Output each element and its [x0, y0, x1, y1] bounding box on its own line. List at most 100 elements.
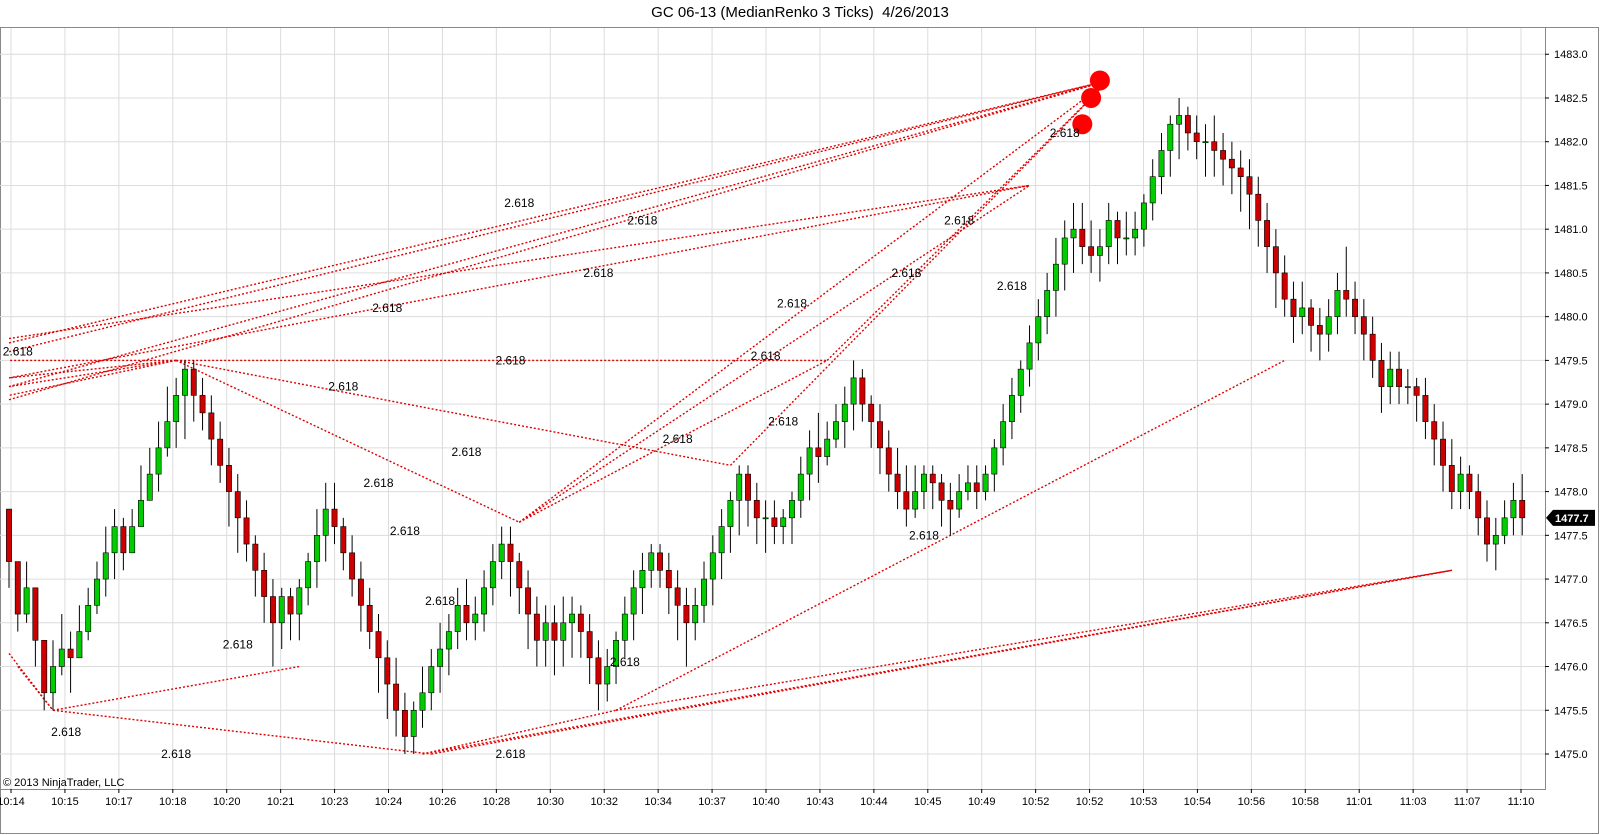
fib-level-label: 2.618	[390, 524, 420, 538]
down-candle	[1281, 272, 1288, 300]
x-tick-label: 10:56	[1238, 796, 1266, 808]
up-candle	[1501, 517, 1508, 536]
up-candle	[1325, 316, 1332, 335]
down-candle	[261, 570, 268, 597]
fib-labels: 2.618 2.618 2.618 2.618 2.618 2.618 2.618 2.618…	[3, 126, 1080, 761]
down-candle	[657, 552, 663, 571]
y-tick-label: 1478.0	[1554, 487, 1588, 499]
up-candle	[542, 622, 549, 641]
up-candle	[780, 517, 787, 527]
x-tick-label: 10:30	[537, 796, 565, 808]
up-candle	[1070, 228, 1077, 239]
up-candle	[481, 587, 488, 615]
y-tick-label: 1480.5	[1554, 268, 1588, 280]
fib-line	[8, 79, 1109, 401]
fib-level-label: 2.618	[223, 638, 253, 652]
down-candle	[595, 657, 602, 685]
fib-line	[422, 709, 617, 755]
down-candle	[938, 482, 945, 501]
fib-level-label: 2.618	[51, 725, 81, 739]
up-candle	[850, 377, 857, 405]
x-tick-label: 10:40	[752, 796, 780, 808]
down-candle	[525, 587, 532, 615]
up-candle	[305, 561, 312, 589]
down-candle	[1264, 220, 1271, 247]
down-candle	[1360, 316, 1367, 335]
up-candle	[138, 500, 144, 527]
down-candle	[815, 447, 822, 457]
y-tick-label: 1482.5	[1554, 93, 1588, 105]
x-tick-label: 10:23	[321, 796, 349, 808]
up-candle	[762, 517, 769, 520]
grid-lines	[0, 28, 1545, 789]
y-tick-label: 1481.5	[1554, 180, 1588, 192]
up-candle	[111, 526, 118, 554]
x-tick-label: 10:49	[968, 796, 996, 808]
up-candle	[604, 666, 611, 685]
up-candle	[437, 648, 444, 667]
fib-line	[52, 709, 432, 755]
up-candle	[833, 421, 839, 440]
down-candle	[1378, 360, 1385, 387]
down-candle	[1369, 333, 1376, 361]
down-candle	[1290, 298, 1297, 317]
up-candle	[164, 421, 171, 449]
y-tick-label: 1477.0	[1554, 574, 1588, 586]
fib-line	[8, 79, 1109, 353]
up-candle	[313, 535, 320, 562]
fib-level-label: 2.618	[3, 345, 33, 359]
down-candle	[287, 596, 294, 615]
fib-level-label: 2.618	[944, 213, 974, 227]
down-candle	[1228, 158, 1235, 169]
down-candle	[1440, 438, 1446, 466]
signal-marker	[1089, 70, 1110, 91]
y-tick-label: 1483.0	[1554, 49, 1588, 61]
down-candle	[331, 508, 338, 527]
up-candle	[1052, 263, 1059, 291]
fib-level-label: 2.618	[610, 655, 640, 669]
down-candle	[6, 508, 12, 562]
x-tick-label: 10:43	[806, 796, 834, 808]
up-candle	[727, 500, 734, 527]
down-candle	[14, 561, 21, 615]
down-candle	[234, 491, 241, 519]
down-candle	[1272, 246, 1279, 274]
down-candle	[1237, 167, 1244, 178]
price-axis[interactable]: 1475.0 1475.5 1476.0 1476.5 1477.0 1477.5 1478…	[1545, 49, 1588, 761]
down-candle	[1114, 220, 1121, 239]
up-candle	[155, 447, 162, 475]
up-candle	[1035, 316, 1042, 344]
down-candle	[1088, 246, 1095, 256]
up-candle	[1457, 473, 1464, 492]
time-axis[interactable]: 10:14 10:15 10:17 10:18 10:20 10:21 10:23 10:24…	[0, 789, 1534, 808]
down-candle	[973, 482, 980, 492]
fib-line	[8, 359, 177, 388]
up-candle	[428, 666, 435, 694]
down-candle	[1308, 307, 1314, 326]
x-tick-label: 10:37	[698, 796, 726, 808]
fib-level-label: 2.618	[372, 301, 402, 315]
down-candle	[507, 543, 514, 562]
up-candle	[419, 692, 426, 711]
down-candle	[349, 552, 356, 580]
last-price-tag-shape	[1546, 509, 1595, 526]
up-candle	[956, 491, 963, 510]
up-candle	[472, 613, 479, 624]
fib-level-label: 2.618	[777, 297, 807, 311]
down-candle	[1184, 115, 1191, 134]
up-candle	[921, 473, 927, 492]
down-candle	[1220, 150, 1227, 160]
y-tick-label: 1478.5	[1554, 443, 1588, 455]
fib-level-label: 2.618	[495, 747, 525, 761]
up-candle	[454, 605, 461, 632]
down-candle	[401, 709, 408, 737]
down-candle	[1484, 517, 1490, 545]
x-tick-label: 10:26	[429, 796, 457, 808]
fib-line	[17, 666, 54, 711]
up-candle	[621, 613, 628, 641]
x-tick-label: 10:17	[105, 796, 133, 808]
down-candle	[366, 605, 373, 632]
down-candle	[67, 648, 74, 659]
fib-line	[518, 184, 1030, 523]
